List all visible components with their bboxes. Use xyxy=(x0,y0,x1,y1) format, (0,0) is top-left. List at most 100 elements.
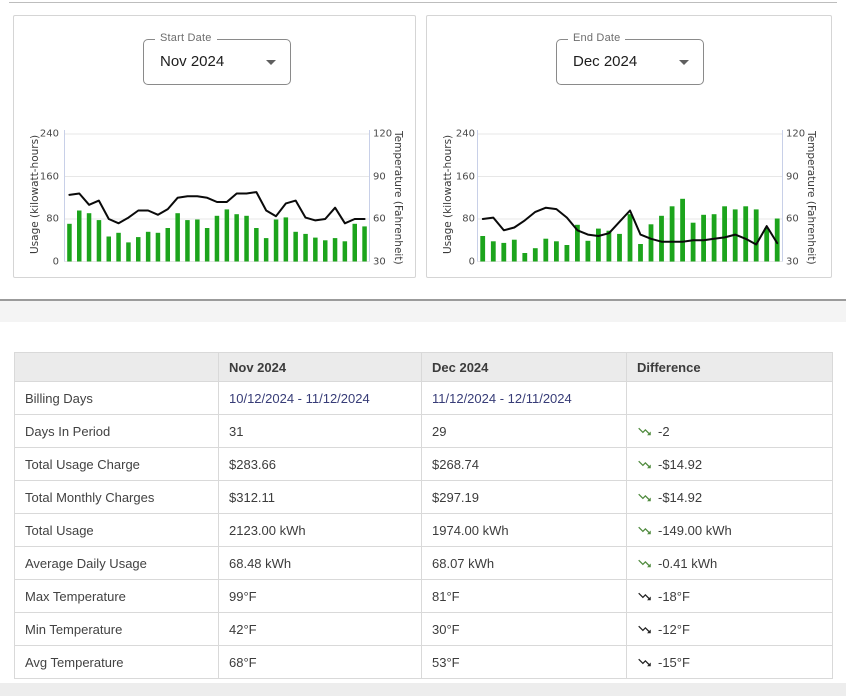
usage-chart xyxy=(477,130,783,262)
usage-bar xyxy=(352,223,357,262)
usage-bar xyxy=(185,220,190,262)
table-header-row: Nov 2024 Dec 2024 Difference xyxy=(14,352,833,382)
y-axis-title-temperature: Temperature (Fahrenheit) xyxy=(805,131,817,265)
usage-bar xyxy=(175,213,180,262)
table-row: Max Temperature 99°F 81°F -18°F xyxy=(14,579,833,613)
usage-bar xyxy=(313,237,318,262)
usage-bar xyxy=(522,253,528,262)
usage-bar xyxy=(480,236,486,262)
nov-value: 2123.00 kWh xyxy=(218,513,422,547)
end-date-select-value: Dec 2024 xyxy=(573,53,638,70)
nov-value: 42°F xyxy=(218,612,422,646)
header-difference: Difference xyxy=(626,352,833,382)
difference-text: -$14.92 xyxy=(658,489,703,505)
trending-down-icon xyxy=(638,493,651,501)
usage-bar xyxy=(106,236,111,262)
y-axis-right-tick-label: 120 xyxy=(373,128,393,140)
table-row: Days In Period 31 29 -2 xyxy=(14,414,833,448)
table-row: Total Usage 2123.00 kWh 1974.00 kWh -149.00… xyxy=(14,513,833,547)
usage-bar xyxy=(617,233,622,262)
usage-bar xyxy=(743,206,749,262)
usage-bar xyxy=(342,241,348,262)
table-row: Billing Days 10/12/2024 - 11/12/2024 11/12… xyxy=(14,381,833,415)
dec-value: 11/12/2024 - 12/11/2024 xyxy=(421,381,627,415)
difference-value: -0.41 kWh xyxy=(626,546,833,580)
difference-text: -$14.92 xyxy=(658,456,703,472)
usage-bar xyxy=(145,231,151,262)
start-month-chart-panel: Start Date Nov 2024 Usage (kilowatt-hour… xyxy=(13,15,416,278)
row-label: Max Temperature xyxy=(14,579,219,613)
usage-bar xyxy=(86,213,92,262)
usage-bar xyxy=(701,214,706,262)
usage-bar xyxy=(224,209,230,262)
difference-text: -2 xyxy=(658,423,670,439)
y-axis-left-tick-label: 80 xyxy=(462,213,475,225)
usage-bar xyxy=(67,223,72,262)
usage-bar xyxy=(96,220,102,262)
dec-value: 68.07 kWh xyxy=(421,546,627,580)
usage-bar xyxy=(195,219,200,262)
usage-bar xyxy=(254,228,259,262)
start-date-select-label: Start Date xyxy=(155,32,217,44)
usage-bar xyxy=(596,228,601,262)
nov-value: 68°F xyxy=(218,645,422,679)
row-label: Total Monthly Charges xyxy=(14,480,219,514)
usage-chart xyxy=(64,130,370,262)
difference-value: -12°F xyxy=(626,612,833,646)
usage-bar xyxy=(585,240,591,262)
y-axis-left-tick-label: 160 xyxy=(39,171,59,182)
difference-value: -$14.92 xyxy=(626,447,833,481)
top-divider xyxy=(9,2,837,3)
usage-bar xyxy=(690,222,696,262)
temperature-line xyxy=(68,191,366,225)
usage-bar xyxy=(501,242,507,262)
usage-bar xyxy=(362,226,367,262)
y-axis-left-tick-label: 0 xyxy=(468,256,475,267)
y-axis-left-tick-label: 0 xyxy=(52,256,59,267)
row-label: Average Daily Usage xyxy=(14,546,219,580)
y-axis-right-tick-label: 90 xyxy=(786,171,799,182)
difference-text: -18°F xyxy=(658,588,690,604)
dec-value: 29 xyxy=(421,414,627,448)
dec-value: 30°F xyxy=(421,612,627,646)
difference-value: -149.00 kWh xyxy=(626,513,833,547)
usage-bar xyxy=(303,233,308,262)
usage-bar xyxy=(638,244,643,262)
usage-bar xyxy=(136,237,141,262)
y-axis-right-tick-label: 30 xyxy=(786,256,799,267)
trending-down-icon xyxy=(638,559,651,567)
row-label: Billing Days xyxy=(14,381,219,415)
start-date-select[interactable]: Start Date Nov 2024 xyxy=(143,32,291,85)
usage-bar xyxy=(332,238,338,262)
billing-comparison-table: Nov 2024 Dec 2024 Difference Billing Day… xyxy=(14,352,833,679)
usage-bar xyxy=(606,230,612,262)
y-axis-left-tick-label: 160 xyxy=(455,171,475,182)
end-month-chart-panel: End Date Dec 2024 Usage (kilowatt-hours)… xyxy=(426,15,832,278)
usage-bar xyxy=(764,228,770,262)
table-row: Total Usage Charge $283.66 $268.74 -$14.92 xyxy=(14,447,833,481)
usage-bar xyxy=(77,210,82,262)
end-date-select[interactable]: End Date Dec 2024 xyxy=(556,32,704,85)
table-row: Total Monthly Charges $312.11 $297.19 -$14.… xyxy=(14,480,833,514)
usage-bar xyxy=(543,238,549,262)
usage-bar xyxy=(490,241,496,262)
trending-down-icon xyxy=(638,592,651,600)
usage-bar xyxy=(722,206,727,262)
usage-bar xyxy=(204,228,210,262)
temperature-line xyxy=(481,206,779,246)
usage-bar xyxy=(214,215,220,262)
usage-bar xyxy=(753,209,759,262)
trending-down-icon xyxy=(638,460,651,468)
y-axis-right-tick-label: 60 xyxy=(786,213,799,225)
usage-bar xyxy=(680,198,685,262)
table-row: Average Daily Usage 68.48 kWh 68.07 kWh -0.… xyxy=(14,546,833,580)
y-axis-title-temperature: Temperature (Fahrenheit) xyxy=(392,131,404,265)
usage-bar xyxy=(648,224,654,262)
difference-text: -149.00 kWh xyxy=(658,522,732,538)
header-dec-2024: Dec 2024 xyxy=(421,352,627,382)
row-label: Avg Temperature xyxy=(14,645,219,679)
header-nov-2024: Nov 2024 xyxy=(218,352,422,382)
dec-value: 53°F xyxy=(421,645,627,679)
usage-bar xyxy=(126,242,131,262)
usage-bar xyxy=(263,238,269,262)
